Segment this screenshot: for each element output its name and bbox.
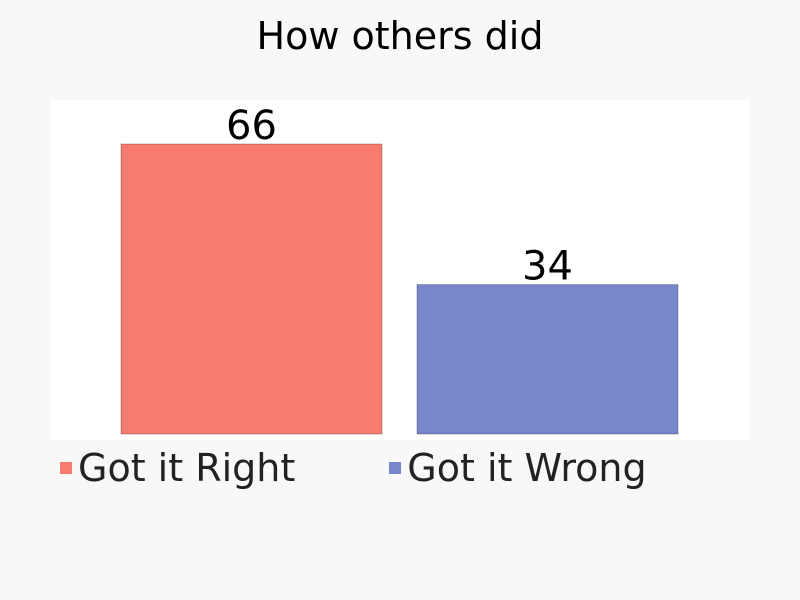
- legend-label-got-it-right: Got it Right: [78, 446, 296, 490]
- bar-got-it-right: [120, 143, 383, 435]
- legend-swatch-got-it-right: [60, 462, 72, 474]
- bar-got-it-wrong: [416, 284, 679, 435]
- legend-item-got-it-right: Got it Right: [60, 446, 295, 490]
- data-label-got-it-right: 66: [226, 103, 277, 149]
- data-label-got-it-wrong: 34: [522, 244, 573, 290]
- legend-label-got-it-wrong: Got it Wrong: [407, 446, 647, 490]
- legend: Got it Right Got it Wrong: [60, 446, 647, 490]
- legend-item-got-it-wrong: Got it Wrong: [389, 446, 647, 490]
- chart-title: How others did: [256, 14, 544, 58]
- legend-swatch-got-it-wrong: [389, 462, 402, 474]
